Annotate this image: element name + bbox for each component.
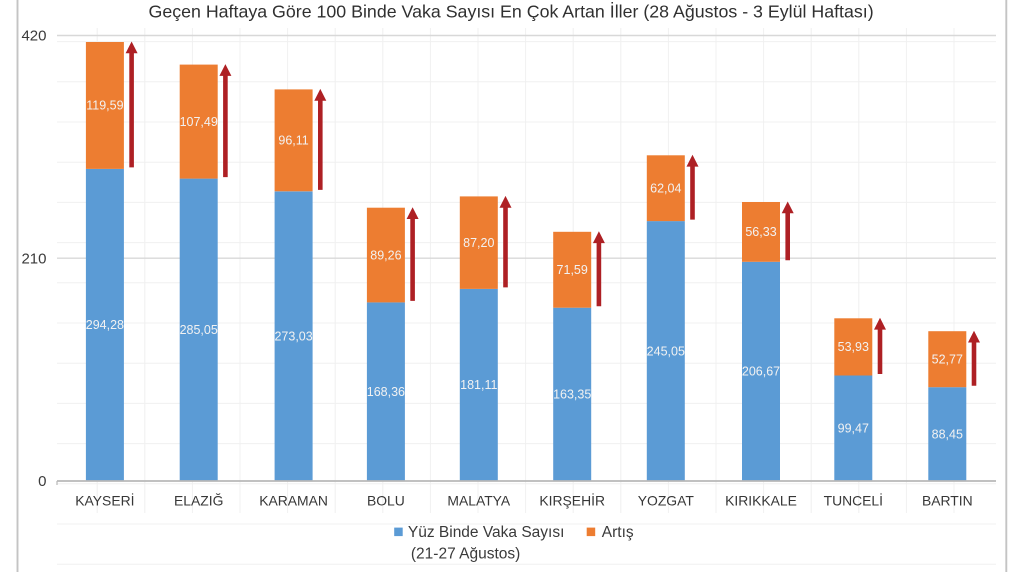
svg-text:163,35: 163,35 xyxy=(553,388,591,402)
svg-text:210: 210 xyxy=(21,250,46,267)
svg-text:62,04: 62,04 xyxy=(650,182,681,196)
svg-text:BOLU: BOLU xyxy=(367,493,405,509)
svg-text:168,36: 168,36 xyxy=(367,385,405,399)
svg-text:71,59: 71,59 xyxy=(557,263,588,277)
svg-text:107,49: 107,49 xyxy=(180,115,218,129)
svg-text:(21-27 Ağustos): (21-27 Ağustos) xyxy=(411,546,520,563)
svg-text:KIRIKKALE: KIRIKKALE xyxy=(725,493,797,509)
svg-text:MALATYA: MALATYA xyxy=(447,493,511,509)
svg-text:53,93: 53,93 xyxy=(838,340,869,354)
svg-text:TUNCELİ: TUNCELİ xyxy=(824,492,883,509)
svg-text:96,11: 96,11 xyxy=(278,134,308,148)
svg-text:99,47: 99,47 xyxy=(838,422,869,436)
svg-text:0: 0 xyxy=(38,473,46,490)
svg-text:273,03: 273,03 xyxy=(274,330,312,344)
svg-text:119,59: 119,59 xyxy=(86,99,123,113)
svg-text:KIRŞEHİR: KIRŞEHİR xyxy=(539,492,605,509)
svg-text:YOZGAT: YOZGAT xyxy=(638,493,695,509)
svg-text:181,11: 181,11 xyxy=(460,378,497,392)
svg-text:420: 420 xyxy=(21,28,46,45)
svg-text:52,77: 52,77 xyxy=(932,353,963,367)
svg-text:87,20: 87,20 xyxy=(463,236,494,250)
svg-text:285,05: 285,05 xyxy=(180,323,218,337)
svg-text:88,45: 88,45 xyxy=(932,427,963,441)
svg-text:Yüz Binde Vaka Sayısı: Yüz Binde Vaka Sayısı xyxy=(408,524,565,541)
svg-text:BARTIN: BARTIN xyxy=(922,493,973,509)
svg-text:Artış: Artış xyxy=(602,524,634,541)
svg-text:206,67: 206,67 xyxy=(742,365,780,379)
svg-text:294,28: 294,28 xyxy=(86,318,124,332)
svg-text:KAYSERİ: KAYSERİ xyxy=(75,492,134,509)
svg-text:KARAMAN: KARAMAN xyxy=(259,493,328,509)
svg-text:89,26: 89,26 xyxy=(370,248,401,262)
svg-text:56,33: 56,33 xyxy=(745,225,776,239)
svg-text:245,05: 245,05 xyxy=(647,344,685,358)
svg-text:ELAZIĞ: ELAZIĞ xyxy=(174,493,223,509)
svg-text:Geçen Haftaya Göre 100 Binde V: Geçen Haftaya Göre 100 Binde Vaka Sayısı… xyxy=(149,1,874,21)
